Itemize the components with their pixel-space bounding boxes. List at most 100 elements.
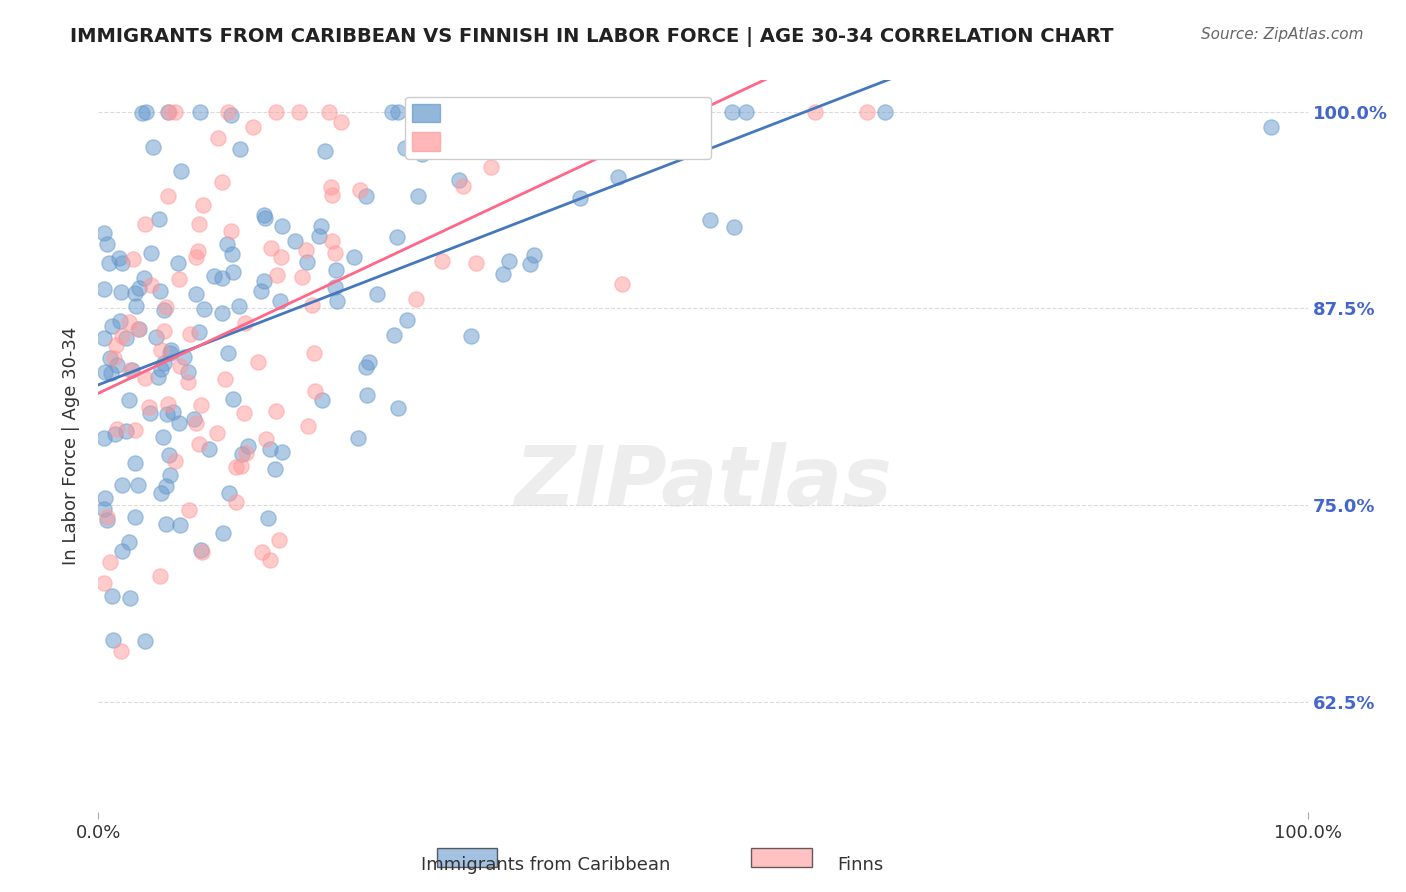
Finns bbox=[295, 243, 318, 257]
Immigrants from Caribbean bbox=[131, 105, 153, 120]
Immigrants from Caribbean bbox=[484, 135, 506, 149]
Immigrants from Caribbean bbox=[460, 329, 482, 343]
Immigrants from Caribbean bbox=[93, 331, 115, 345]
Finns bbox=[127, 322, 149, 336]
Finns bbox=[93, 576, 115, 591]
Finns bbox=[157, 189, 180, 203]
Finns bbox=[494, 136, 516, 150]
Immigrants from Caribbean bbox=[394, 141, 416, 155]
Immigrants from Caribbean bbox=[381, 104, 404, 119]
Finns bbox=[233, 316, 256, 330]
Immigrants from Caribbean bbox=[682, 104, 704, 119]
Immigrants from Caribbean bbox=[105, 358, 128, 372]
Immigrants from Caribbean bbox=[100, 366, 122, 380]
Immigrants from Caribbean bbox=[118, 392, 141, 407]
Immigrants from Caribbean bbox=[257, 511, 280, 525]
Finns bbox=[148, 569, 170, 583]
Immigrants from Caribbean bbox=[323, 280, 346, 294]
Y-axis label: In Labor Force | Age 30-34: In Labor Force | Age 30-34 bbox=[62, 326, 80, 566]
Immigrants from Caribbean bbox=[145, 330, 167, 344]
Immigrants from Caribbean bbox=[176, 365, 198, 379]
Finns bbox=[235, 446, 257, 460]
Finns bbox=[856, 104, 879, 119]
Finns bbox=[259, 553, 281, 567]
Immigrants from Caribbean bbox=[128, 280, 150, 294]
Immigrants from Caribbean bbox=[183, 412, 205, 426]
Immigrants from Caribbean bbox=[568, 191, 591, 205]
Finns bbox=[330, 115, 353, 129]
Finns bbox=[323, 246, 346, 260]
Finns bbox=[264, 104, 287, 119]
Immigrants from Caribbean bbox=[128, 322, 150, 336]
Finns bbox=[190, 545, 212, 559]
Immigrants from Caribbean bbox=[523, 247, 546, 261]
Finns bbox=[291, 269, 314, 284]
Immigrants from Caribbean bbox=[173, 350, 195, 364]
Finns bbox=[190, 398, 212, 412]
Finns bbox=[163, 454, 186, 468]
Finns bbox=[349, 183, 371, 197]
Finns bbox=[232, 406, 254, 420]
Immigrants from Caribbean bbox=[387, 401, 409, 416]
Immigrants from Caribbean bbox=[408, 188, 430, 202]
Immigrants from Caribbean bbox=[354, 359, 377, 374]
Finns bbox=[110, 644, 132, 658]
Finns bbox=[557, 118, 579, 132]
Immigrants from Caribbean bbox=[135, 104, 157, 119]
Finns bbox=[479, 161, 502, 175]
Immigrants from Caribbean bbox=[297, 255, 319, 269]
Immigrants from Caribbean bbox=[118, 535, 141, 549]
Finns bbox=[270, 250, 292, 264]
Immigrants from Caribbean bbox=[633, 104, 655, 119]
Immigrants from Caribbean bbox=[159, 467, 181, 482]
Finns bbox=[179, 326, 201, 341]
Immigrants from Caribbean bbox=[98, 256, 121, 270]
Finns bbox=[138, 400, 160, 414]
Finns bbox=[156, 397, 179, 411]
Immigrants from Caribbean bbox=[170, 163, 193, 178]
Finns bbox=[207, 426, 229, 441]
Finns bbox=[225, 495, 247, 509]
Immigrants from Caribbean bbox=[114, 331, 136, 345]
Finns bbox=[221, 224, 243, 238]
Immigrants from Caribbean bbox=[387, 104, 409, 119]
Immigrants from Caribbean bbox=[449, 173, 471, 187]
Finns bbox=[254, 432, 277, 446]
Immigrants from Caribbean bbox=[325, 263, 347, 277]
Finns bbox=[124, 423, 146, 437]
Immigrants from Caribbean bbox=[139, 406, 162, 420]
Finns bbox=[422, 123, 444, 137]
Finns bbox=[288, 104, 311, 119]
Finns bbox=[217, 104, 239, 119]
FancyBboxPatch shape bbox=[751, 848, 811, 867]
Text: IMMIGRANTS FROM CARIBBEAN VS FINNISH IN LABOR FORCE | AGE 30-34 CORRELATION CHAR: IMMIGRANTS FROM CARIBBEAN VS FINNISH IN … bbox=[70, 27, 1114, 46]
Immigrants from Caribbean bbox=[167, 256, 190, 270]
Immigrants from Caribbean bbox=[134, 634, 156, 648]
Immigrants from Caribbean bbox=[236, 439, 259, 453]
Immigrants from Caribbean bbox=[311, 392, 333, 407]
Immigrants from Caribbean bbox=[94, 366, 117, 380]
Finns bbox=[163, 104, 186, 119]
Immigrants from Caribbean bbox=[229, 142, 252, 156]
Immigrants from Caribbean bbox=[496, 121, 519, 136]
Finns bbox=[153, 324, 176, 338]
Immigrants from Caribbean bbox=[253, 208, 276, 222]
Finns bbox=[134, 371, 156, 385]
Immigrants from Caribbean bbox=[211, 271, 233, 285]
Immigrants from Caribbean bbox=[155, 517, 177, 532]
Immigrants from Caribbean bbox=[498, 253, 520, 268]
Immigrants from Caribbean bbox=[101, 632, 124, 647]
Finns bbox=[302, 346, 325, 360]
Immigrants from Caribbean bbox=[167, 416, 190, 430]
Immigrants from Caribbean bbox=[228, 299, 250, 313]
Finns bbox=[266, 268, 288, 282]
Finns bbox=[122, 252, 145, 267]
Immigrants from Caribbean bbox=[519, 257, 541, 271]
Text: R = 0.169   N = 88: R = 0.169 N = 88 bbox=[474, 137, 658, 155]
Immigrants from Caribbean bbox=[451, 104, 474, 119]
Immigrants from Caribbean bbox=[343, 250, 366, 264]
Text: ZIPatlas: ZIPatlas bbox=[515, 442, 891, 523]
Finns bbox=[804, 104, 827, 119]
Immigrants from Caribbean bbox=[492, 267, 515, 281]
Finns bbox=[96, 510, 118, 524]
